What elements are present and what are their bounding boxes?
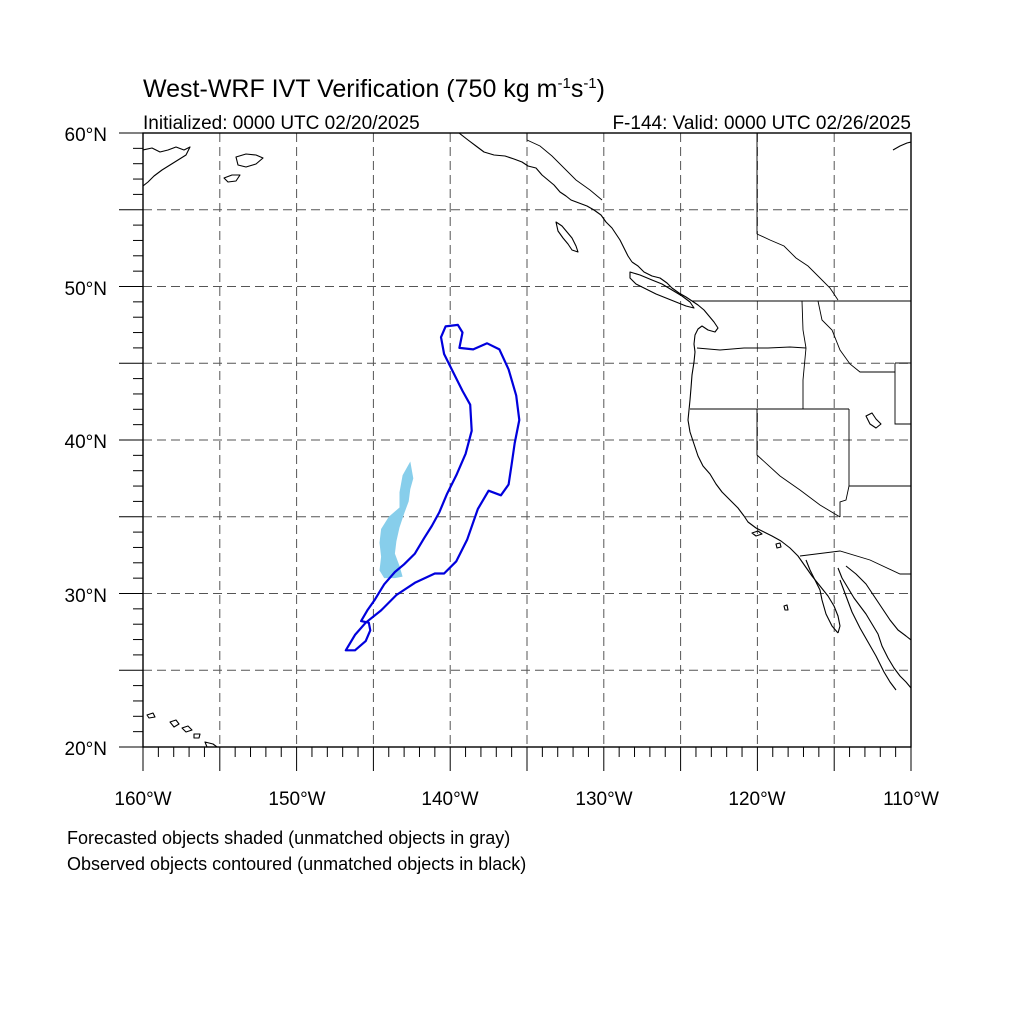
political-borders <box>526 133 911 575</box>
lat-label-60n: 60°N <box>65 125 107 146</box>
lat-label-50n: 50°N <box>65 279 107 300</box>
forecast-object-shaded <box>379 461 414 579</box>
init-time-label: Initialized: 0000 UTC 02/20/2025 <box>143 113 420 134</box>
lon-label-150w: 150°W <box>268 789 325 810</box>
axis-ticks <box>119 132 912 771</box>
legend-forecast-note: Forecasted objects shaded (unmatched obj… <box>67 828 510 848</box>
legend-observed-note: Observed objects contoured (unmatched ob… <box>67 854 526 874</box>
lon-label-130w: 130°W <box>575 789 632 810</box>
lon-label-140w: 140°W <box>421 789 478 810</box>
lon-label-160w: 160°W <box>114 789 171 810</box>
dashed-grid <box>143 133 911 747</box>
lon-label-120w: 120°W <box>728 789 785 810</box>
observed-object-contour <box>344 323 521 652</box>
lat-label-30n: 30°N <box>65 586 107 607</box>
lon-label-110w: 110°W <box>883 789 939 810</box>
coastlines <box>143 133 911 747</box>
lat-label-20n: 20°N <box>65 739 107 760</box>
lat-label-40n: 40°N <box>65 432 107 453</box>
map-title: West-WRF IVT Verification (750 kg m-1s-1… <box>143 75 605 103</box>
valid-time-label: F-144: Valid: 0000 UTC 02/26/2025 <box>612 113 911 134</box>
